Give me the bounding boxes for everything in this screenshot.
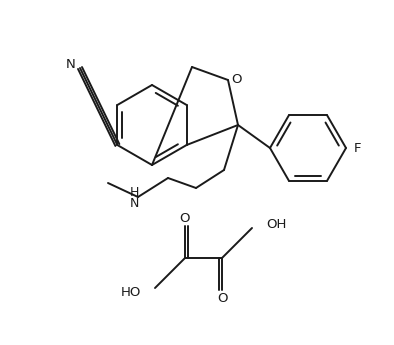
Text: H: H <box>129 186 139 198</box>
Text: HO: HO <box>121 286 141 298</box>
Text: N: N <box>66 58 76 70</box>
Text: O: O <box>180 211 190 225</box>
Text: F: F <box>354 141 362 155</box>
Text: O: O <box>232 72 242 86</box>
Text: OH: OH <box>266 217 286 230</box>
Text: N: N <box>129 197 139 209</box>
Text: O: O <box>217 292 227 305</box>
